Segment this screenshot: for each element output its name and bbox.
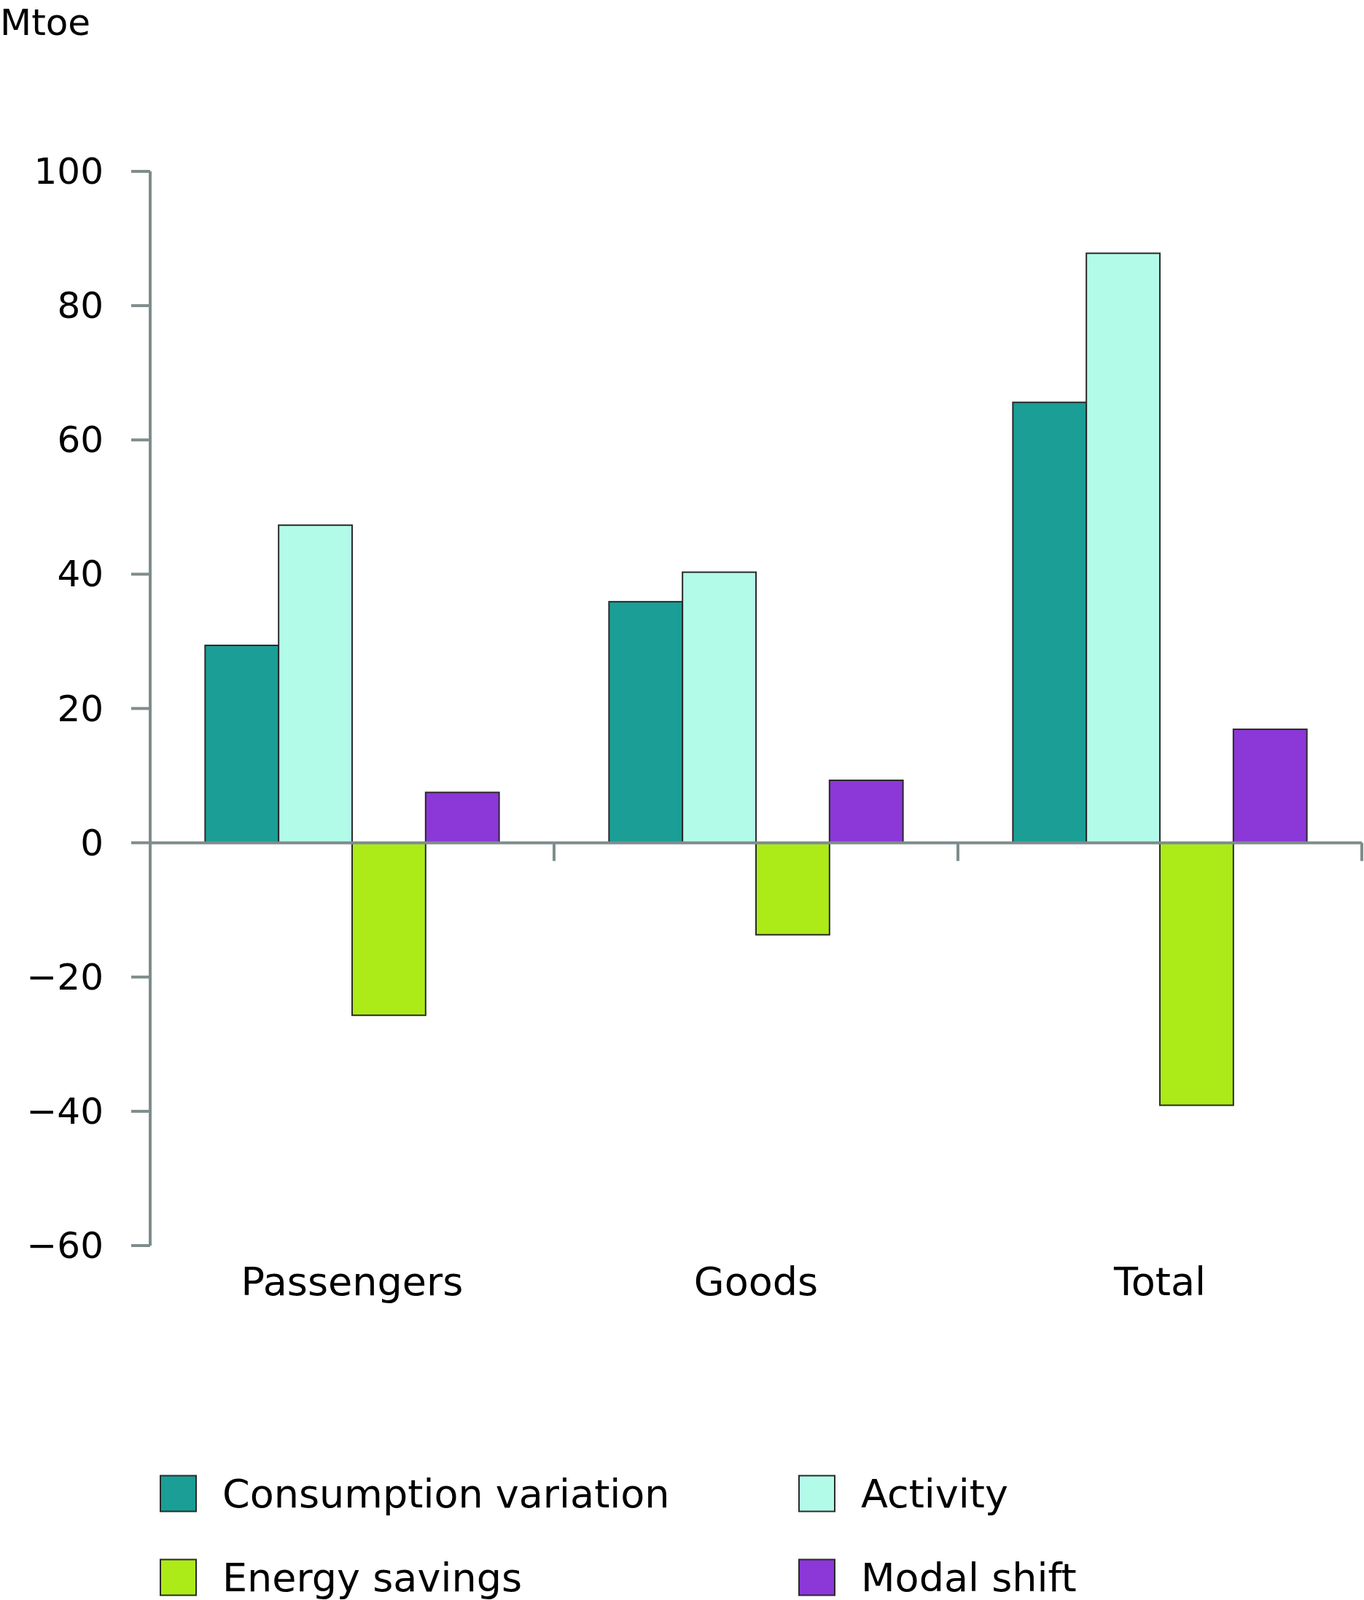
y-tick-label: 60	[56, 418, 104, 461]
legend-swatch	[160, 1475, 197, 1512]
bar	[425, 792, 500, 843]
x-tick	[1360, 842, 1364, 861]
y-tick	[131, 707, 151, 711]
y-tick	[131, 438, 151, 442]
y-tick	[131, 304, 151, 307]
y-tick-label: −20	[26, 955, 104, 999]
bar	[755, 842, 830, 935]
bars	[204, 252, 1307, 1105]
y-tick-label: 20	[56, 687, 104, 730]
legend-label: Activity	[860, 1470, 1009, 1517]
y-tick-label: 80	[56, 284, 104, 327]
bar	[608, 601, 683, 843]
y-tick-label: −40	[26, 1089, 104, 1133]
legend-label: Energy savings	[222, 1554, 522, 1600]
y-tick	[131, 572, 151, 576]
y-axis-label: Mtoe	[0, 1, 91, 44]
legend-swatch	[160, 1559, 197, 1596]
bar	[1086, 252, 1160, 843]
bar	[1233, 729, 1308, 843]
bar	[1012, 402, 1087, 843]
chart: Mtoe −60 −40 −20 0 20 40 60 80 100 Passengers Goods…	[0, 0, 1364, 1600]
legend-swatch	[799, 1475, 835, 1512]
legend-label: Consumption variation	[222, 1470, 670, 1517]
y-tick-label: 40	[56, 552, 104, 595]
y-tick-label: 100	[34, 150, 104, 193]
y-tick	[131, 169, 151, 173]
legend-label: Modal shift	[860, 1554, 1077, 1600]
bar	[204, 645, 279, 843]
bar	[829, 780, 904, 843]
bar	[278, 524, 353, 843]
y-axis	[148, 171, 152, 1246]
x-tick	[956, 842, 960, 861]
x-axis	[150, 841, 1362, 845]
y-tick	[131, 841, 151, 845]
y-tick-label: 0	[80, 821, 104, 864]
y-tick-label: −60	[26, 1224, 104, 1267]
y-tick	[131, 975, 151, 979]
legend: Consumption variation Activity Energy savi…	[160, 1470, 1077, 1600]
bar	[352, 842, 426, 1016]
y-tick	[131, 1243, 151, 1247]
x-tick-label: Passengers	[241, 1258, 464, 1305]
x-tick	[552, 842, 556, 861]
legend-swatch	[799, 1559, 835, 1596]
y-tick	[131, 1109, 151, 1113]
x-tick-label: Total	[1113, 1258, 1206, 1305]
x-tick-label: Goods	[694, 1258, 818, 1305]
bar	[682, 572, 756, 843]
bar	[1159, 842, 1234, 1106]
